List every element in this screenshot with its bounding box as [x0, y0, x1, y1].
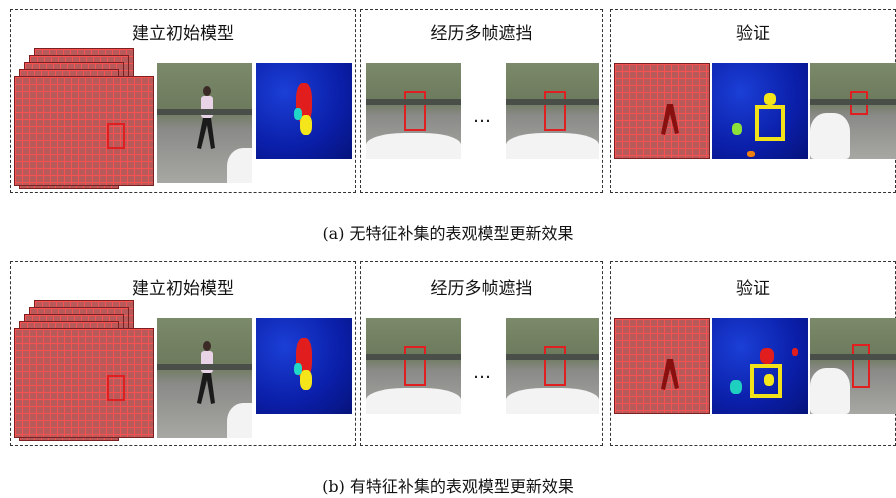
car-shape — [227, 403, 252, 438]
ellipsis: … — [473, 106, 491, 127]
panel-build-model: 建立初始模型 — [10, 9, 356, 193]
verify-box — [750, 364, 782, 398]
heat-blob — [764, 374, 774, 386]
target-box — [850, 91, 868, 115]
panel-occlusion: 经历多帧遮挡 … — [360, 261, 603, 446]
heat-blob — [764, 93, 776, 105]
panel-title: 经历多帧遮挡 — [430, 24, 533, 44]
stack-frame — [14, 328, 154, 438]
verify-box — [755, 105, 785, 141]
target-box — [544, 91, 566, 131]
row-b: 建立初始模型 经历多帧遮挡 … — [0, 255, 896, 498]
target-box — [404, 91, 426, 131]
target-box — [852, 344, 870, 388]
panel-title: 经历多帧遮挡 — [430, 279, 533, 299]
heat-blob — [300, 370, 312, 390]
caption-a: (a) 无特征补集的表观模型更新效果 — [322, 224, 574, 243]
frame-image — [157, 63, 252, 183]
heatmap-image — [712, 63, 808, 159]
heat-blob — [747, 151, 755, 157]
frame-image — [614, 318, 710, 414]
target-box — [544, 346, 566, 386]
panel-verify: 验证 — [610, 9, 896, 193]
panel-title: 建立初始模型 — [132, 24, 234, 44]
frame-image — [614, 63, 710, 159]
frame-image — [810, 318, 896, 414]
caption-b: (b) 有特征补集的表观模型更新效果 — [322, 477, 574, 496]
car-shape — [810, 113, 850, 159]
frame-image — [506, 63, 599, 159]
target-box — [107, 123, 125, 149]
panel-title: 验证 — [736, 24, 770, 44]
pedestrian-icon — [661, 104, 679, 135]
car-shape — [366, 388, 461, 414]
stack-frame — [14, 76, 154, 186]
panel-title: 建立初始模型 — [132, 279, 234, 299]
heat-blob — [294, 363, 302, 375]
panel-title: 验证 — [736, 279, 770, 299]
pedestrian-icon — [661, 359, 679, 390]
car-shape — [506, 388, 599, 414]
heat-blob — [732, 123, 742, 135]
frame-image — [810, 63, 896, 159]
heatmap-image — [712, 318, 808, 414]
car-shape — [227, 148, 252, 183]
heatmap-image — [256, 318, 352, 414]
heat-blob — [300, 115, 312, 135]
target-box — [107, 375, 125, 401]
target-box — [404, 346, 426, 386]
car-shape — [366, 133, 461, 159]
car-shape — [506, 133, 599, 159]
frame-image — [157, 318, 252, 438]
panel-build-model: 建立初始模型 — [10, 261, 356, 446]
car-shape — [810, 368, 850, 414]
frame-image — [366, 63, 461, 159]
heat-blob — [294, 108, 302, 120]
heat-blob — [760, 348, 774, 364]
heat-blob — [792, 348, 798, 356]
heat-blob — [730, 380, 742, 394]
frame-image — [366, 318, 461, 414]
panel-verify: 验证 — [610, 261, 896, 446]
heatmap-image — [256, 63, 352, 159]
panel-occlusion: 经历多帧遮挡 … — [360, 9, 603, 193]
ellipsis: … — [473, 362, 491, 383]
row-a: 建立初始模型 经历多帧遮挡 … — [0, 0, 896, 243]
frame-image — [506, 318, 599, 414]
